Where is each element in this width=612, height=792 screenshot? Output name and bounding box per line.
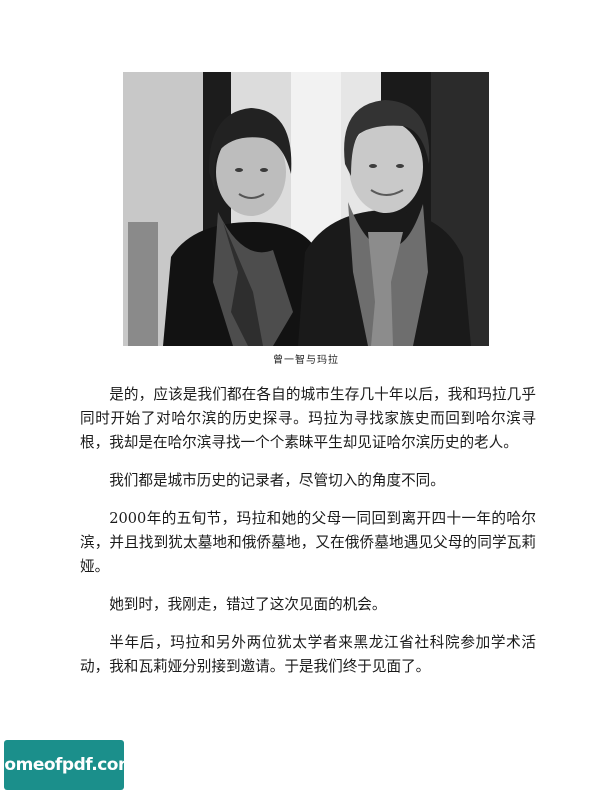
paragraph: 她到时，我刚走，错过了这次见面的机会。: [109, 596, 387, 613]
watermark-badge: homeofpdf.com: [0, 740, 136, 790]
article-body: 是的，应该是我们都在各自的城市生存几十年以后，我和玛拉几乎同时开始了对哈尔滨的历…: [80, 383, 536, 693]
paragraph: 我们都是城市历史的记录者，尽管切入的角度不同。: [109, 472, 445, 489]
woman-right: [298, 100, 471, 346]
paragraph: 是的，应该是我们都在各自的城市生存几十年以后，我和玛拉几乎同时开始了对哈尔滨的历…: [80, 386, 536, 451]
photo: [123, 72, 489, 346]
paragraph: 半年后，玛拉和另外两位犹太学者来黑龙江省社科院参加学术活动，我和瓦莉娅分别接到邀…: [80, 634, 536, 675]
woman-left: [163, 108, 333, 346]
photo-caption: 曾一智与玛拉: [273, 355, 339, 366]
paragraph: 2000年的五旬节，玛拉和她的父母一同回到离开四十一年的哈尔滨，并且找到犹太墓地…: [80, 510, 536, 575]
